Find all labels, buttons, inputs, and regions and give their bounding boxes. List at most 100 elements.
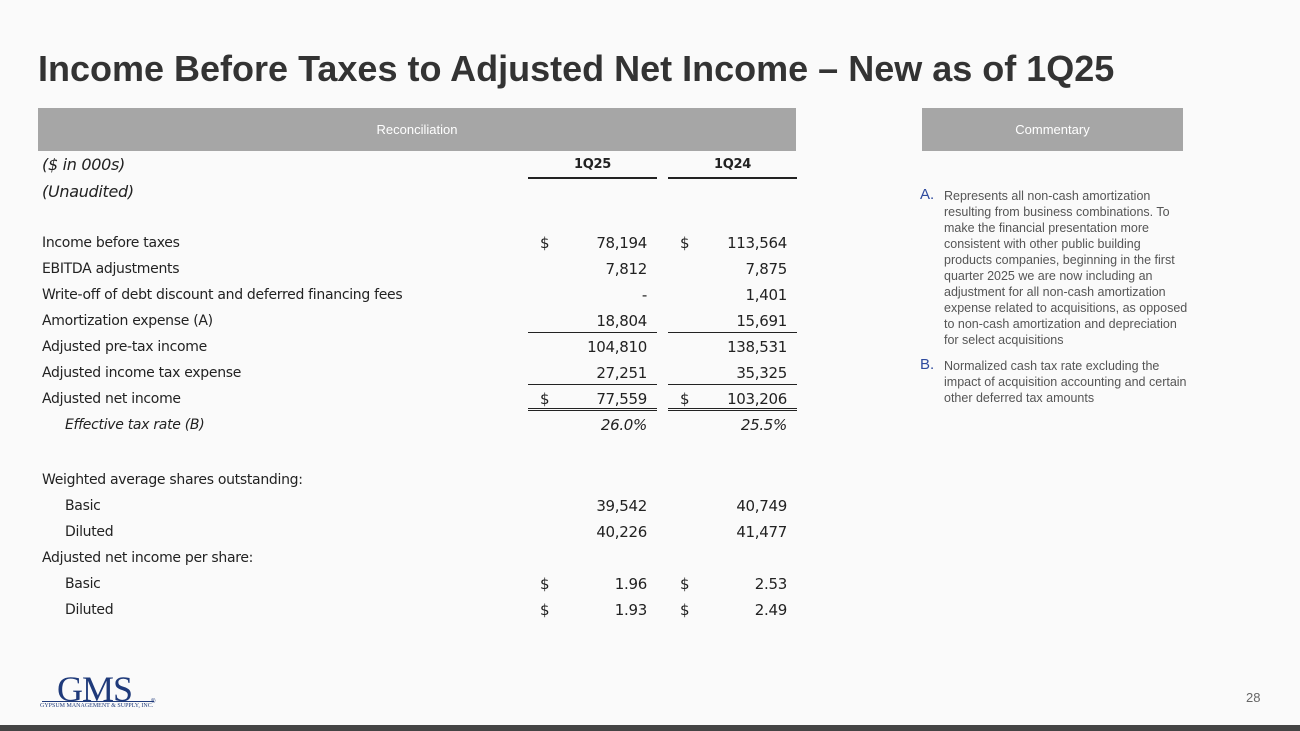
table-row: Write-off of debt discount and deferred … [0, 283, 820, 309]
column-header: 1Q24 [668, 157, 797, 179]
column-header: 1Q25 [528, 157, 657, 179]
currency-sign: $ [680, 601, 690, 619]
value-cell: 26.0% [528, 413, 657, 437]
table-row: Basic 39,542 40,749 [0, 494, 820, 520]
cell-value: 7,875 [745, 260, 788, 278]
table-row: Adjusted net income per share: [0, 546, 820, 572]
table-row: Adjusted pre-tax income 104,810 138,531 [0, 335, 820, 361]
page-number: 28 [1246, 690, 1261, 705]
logo-registered: ® [151, 699, 156, 705]
row-label: Write-off of debt discount and deferred … [42, 287, 403, 303]
cell-value: 78,194 [596, 234, 647, 252]
row-label: Diluted [65, 524, 114, 540]
row-label: Weighted average shares outstanding: [42, 472, 303, 488]
logo-rule [42, 701, 154, 702]
value-cell: 138,531 [668, 335, 797, 359]
value-cell: $113,564 [668, 231, 797, 255]
row-label: EBITDA adjustments [42, 261, 180, 277]
cell-value: 26.0% [600, 416, 647, 434]
currency-sign: $ [680, 575, 690, 593]
cell-value: 35,325 [736, 364, 787, 382]
note: A. Represents all non-cash amortization r… [920, 186, 1188, 348]
row-label: Basic [65, 498, 101, 514]
logo-name: GMS [57, 669, 133, 709]
currency-sign: $ [680, 390, 690, 408]
note-marker: A. [920, 186, 935, 203]
value-cell: $103,206 [668, 387, 797, 411]
row-label: Adjusted pre-tax income [42, 339, 207, 355]
cell-value: 27,251 [596, 364, 647, 382]
reconciliation-table: ($ in 000s) (Unaudited) 1Q25 1Q24 Income… [0, 155, 820, 624]
cell-value: 104,810 [587, 338, 647, 356]
value-cell: 27,251 [528, 361, 657, 385]
value-cell: 15,691 [668, 309, 797, 333]
currency-sign: $ [540, 234, 550, 252]
table-row: Adjusted net income $77,559 $103,206 [0, 387, 820, 413]
value-cell: $1.96 [528, 572, 657, 596]
cell-value: 1.96 [614, 575, 648, 593]
value-cell: 35,325 [668, 361, 797, 385]
cell-value: 25.5% [740, 416, 787, 434]
value-cell: 25.5% [668, 413, 797, 437]
value-cell: 7,812 [528, 257, 657, 281]
table-row: Amortization expense (A) 18,804 15,691 [0, 309, 820, 335]
value-cell: - [528, 283, 657, 307]
value-cell: 104,810 [528, 335, 657, 359]
table-row: Diluted 40,226 41,477 [0, 520, 820, 546]
cell-value: 113,564 [727, 234, 787, 252]
cell-value: 7,812 [605, 260, 648, 278]
audit-label: (Unaudited) [42, 182, 134, 201]
row-label: Adjusted net income per share: [42, 550, 254, 566]
currency-sign: $ [680, 234, 690, 252]
cell-value: 40,749 [736, 497, 787, 515]
table-row: Diluted $1.93 $2.49 [0, 598, 820, 624]
units-label: ($ in 000s) [42, 155, 125, 174]
row-label: Diluted [65, 602, 114, 618]
table-row: Basic $1.96 $2.53 [0, 572, 820, 598]
cell-value: 15,691 [736, 312, 787, 330]
value-cell: 7,875 [668, 257, 797, 281]
note: B. Normalized cash tax rate excluding the… [920, 356, 1188, 406]
value-cell: 40,749 [668, 494, 797, 518]
table-row: Adjusted income tax expense 27,251 35,325 [0, 361, 820, 387]
note-marker: B. [920, 356, 935, 373]
value-cell: $77,559 [528, 387, 657, 411]
value-cell: $78,194 [528, 231, 657, 255]
value-cell: $2.49 [668, 598, 797, 622]
value-cell: $1.93 [528, 598, 657, 622]
logo-tagline: GYPSUM MANAGEMENT & SUPPLY, INC. [40, 703, 154, 709]
table-row: Income before taxes $78,194 $113,564 [0, 231, 820, 257]
cell-value: 2.53 [754, 575, 788, 593]
row-label: Effective tax rate (B) [65, 417, 205, 433]
footer-bar [0, 725, 1300, 731]
row-label: Basic [65, 576, 101, 592]
note-text: Represents all non-cash amortization res… [944, 189, 1188, 347]
value-cell: 18,804 [528, 309, 657, 333]
value-cell: $2.53 [668, 572, 797, 596]
row-label: Amortization expense (A) [42, 313, 213, 329]
value-cell: 40,226 [528, 520, 657, 544]
value-cell: 1,401 [668, 283, 797, 307]
value-cell: 39,542 [528, 494, 657, 518]
cell-value: 138,531 [727, 338, 787, 356]
currency-sign: $ [540, 601, 550, 619]
note-text: Normalized cash tax rate excluding the i… [944, 359, 1187, 405]
cell-value: 1,401 [745, 286, 788, 304]
section-header: Commentary [922, 108, 1183, 151]
cell-value: - [641, 286, 647, 304]
row-label: Income before taxes [42, 235, 180, 251]
section-header: Reconciliation [38, 108, 796, 151]
cell-value: 40,226 [596, 523, 647, 541]
table-row: Effective tax rate (B) 26.0% 25.5% [0, 413, 820, 439]
row-label: Adjusted net income [42, 391, 181, 407]
currency-sign: $ [540, 390, 550, 408]
cell-value: 77,559 [596, 390, 647, 408]
table-row: Weighted average shares outstanding: [0, 468, 820, 494]
value-cell: 41,477 [668, 520, 797, 544]
cell-value: 103,206 [727, 390, 787, 408]
cell-value: 2.49 [754, 601, 788, 619]
cell-value: 39,542 [596, 497, 647, 515]
slide-title: Income Before Taxes to Adjusted Net Inco… [38, 48, 1115, 89]
row-label: Adjusted income tax expense [42, 365, 242, 381]
